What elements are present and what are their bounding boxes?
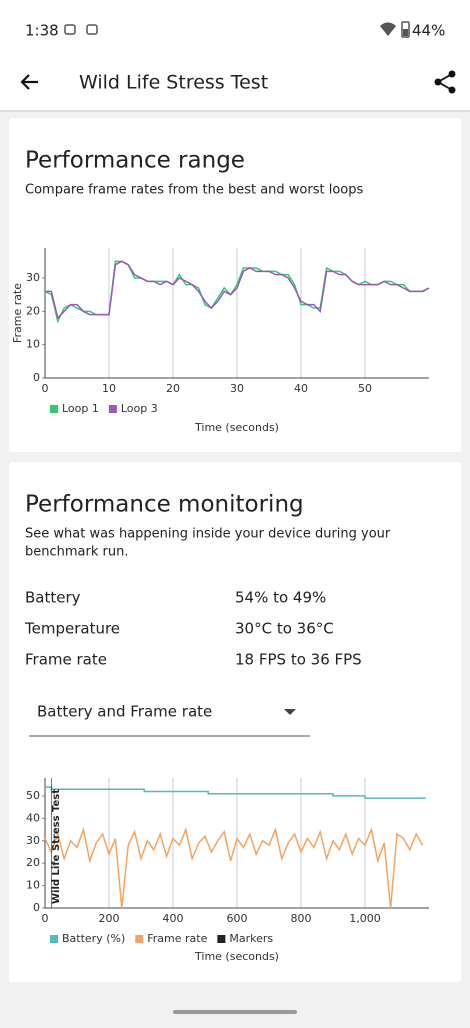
x-tick-label: 0 [42, 382, 49, 395]
y-axis-label: Frame rate [11, 283, 24, 343]
card-description: See what was happening inside your devic… [25, 527, 391, 542]
stat-label: Frame rate [25, 651, 107, 669]
x-tick-label: 0 [42, 912, 49, 925]
y-tick-label: 50 [26, 789, 40, 802]
y-tick-label: 10 [26, 879, 40, 892]
legend-swatch [50, 405, 58, 413]
card-title: Performance range [25, 148, 245, 174]
x-tick-label: 10 [102, 382, 116, 395]
y-tick-label: 40 [26, 811, 40, 824]
x-axis-label: Time (seconds) [194, 421, 279, 434]
clock: 1:38 [25, 22, 59, 40]
status-icon [86, 24, 98, 35]
dropdown[interactable]: Battery and Frame rate [29, 703, 310, 737]
series-line [44, 826, 424, 909]
y-tick-label: 30 [26, 271, 40, 284]
wifi-icon [380, 22, 396, 36]
series-line [45, 260, 430, 320]
y-tick-label: 0 [33, 901, 40, 914]
card-subtitle: Compare frame rates from the best and wo… [25, 183, 363, 198]
y-tick-label: 20 [26, 304, 40, 317]
bar-shadow [0, 110, 470, 112]
annotation: Wild Life Stress Test [51, 789, 62, 904]
stat-value: 54% to 49% [235, 589, 326, 607]
legend-label: Battery (%) [62, 932, 125, 945]
top-bar [0, 0, 470, 110]
share-button[interactable] [434, 70, 456, 94]
stat-value: 30°C to 36°C [235, 620, 334, 638]
x-tick-label: 600 [227, 912, 248, 925]
legend-swatch [217, 935, 226, 943]
battery-level [403, 29, 408, 36]
x-axis-label: Time (seconds) [194, 950, 279, 963]
x-tick-label: 20 [166, 382, 180, 395]
y-tick-label: 0 [33, 371, 40, 384]
legend-label: Markers [229, 932, 273, 945]
y-tick-label: 10 [26, 338, 40, 351]
nav-handle [173, 1010, 297, 1014]
x-tick-label: 1,000 [349, 912, 381, 925]
y-tick-label: 30 [26, 834, 40, 847]
battery-icon [401, 21, 410, 38]
legend-swatch [50, 935, 58, 943]
status-icon [64, 24, 76, 35]
legend-swatch [108, 405, 117, 413]
legend-label: Loop 3 [121, 402, 158, 415]
stat-value: 18 FPS to 36 FPS [235, 651, 362, 669]
x-tick-label: 40 [294, 382, 308, 395]
legend-label: Frame rate [147, 932, 207, 945]
card-title: Performance monitoring [25, 492, 304, 518]
x-tick-label: 30 [230, 382, 244, 395]
app-title: Wild Life Stress Test [79, 72, 268, 94]
monitor-card [9, 462, 461, 982]
range-card [9, 118, 461, 452]
legend-swatch [135, 935, 144, 943]
card-description: benchmark run. [25, 545, 128, 560]
back-button[interactable] [20, 74, 38, 90]
legend-label: Loop 1 [62, 402, 99, 415]
x-tick-label: 200 [99, 912, 120, 925]
y-tick-label: 20 [26, 856, 40, 869]
battery-text: 44% [412, 22, 445, 40]
dropdown-text: Battery and Frame rate [37, 703, 212, 721]
x-tick-label: 50 [358, 382, 372, 395]
x-tick-label: 800 [291, 912, 312, 925]
x-tick-label: 400 [163, 912, 184, 925]
stat-label: Temperature [24, 620, 120, 638]
stat-label: Battery [25, 589, 81, 607]
